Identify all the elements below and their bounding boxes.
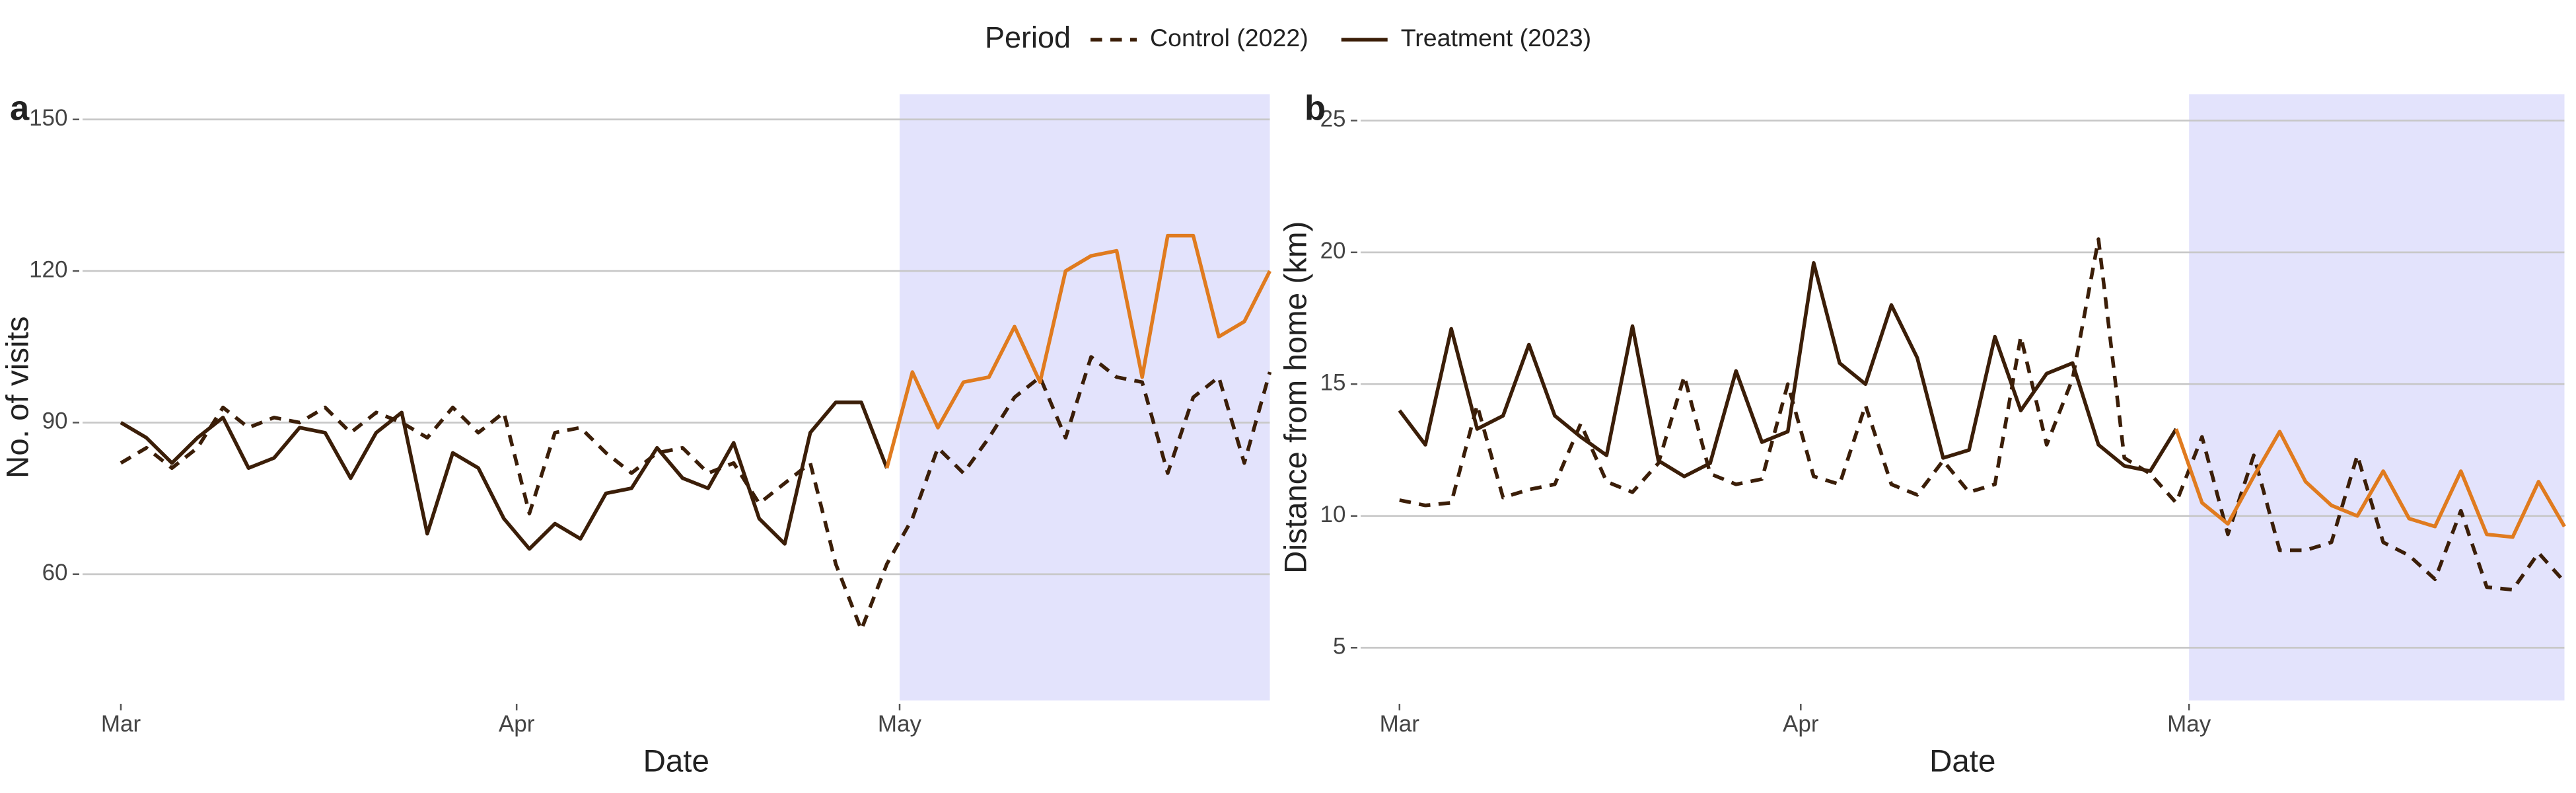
line-series-highlight — [2174, 428, 2566, 539]
y-tick-label: 5 — [1333, 633, 1345, 659]
y-tick-label: 90 — [42, 408, 68, 434]
line-series — [1398, 261, 2178, 478]
y-tick-label: 15 — [1320, 370, 1346, 396]
y-tick-label: 10 — [1320, 502, 1346, 527]
panel-tag: a — [10, 89, 30, 128]
y-tick-label: 25 — [1320, 106, 1346, 132]
y-axis-title: Distance from home (km) — [1279, 221, 1314, 574]
line-series — [120, 400, 889, 551]
line-series — [1399, 237, 2566, 592]
y-tick-label: 20 — [1320, 238, 1346, 264]
highlight-region — [899, 94, 1270, 700]
panel-tag: b — [1305, 89, 1326, 128]
x-axis-title: Date — [1929, 744, 1995, 779]
x-tick-label: Mar — [1380, 711, 1420, 737]
y-tick-label: 150 — [29, 105, 67, 131]
legend-label: Treatment (2023) — [1401, 24, 1591, 52]
legend-title: Period — [985, 20, 1071, 54]
y-tick-label: 60 — [42, 560, 68, 585]
y-axis-title: No. of visits — [1, 317, 36, 478]
line-series — [120, 355, 1272, 632]
highlight-region — [2189, 94, 2565, 700]
legend-label: Control (2022) — [1150, 24, 1308, 52]
x-axis-title: Date — [643, 744, 709, 779]
x-tick-label: May — [878, 711, 922, 737]
x-tick-label: May — [2167, 711, 2211, 737]
y-tick-label: 120 — [29, 256, 67, 282]
line-series-highlight — [884, 233, 1271, 469]
x-tick-label: Apr — [499, 711, 535, 737]
x-tick-label: Apr — [1783, 711, 1819, 737]
x-tick-label: Mar — [101, 711, 141, 737]
